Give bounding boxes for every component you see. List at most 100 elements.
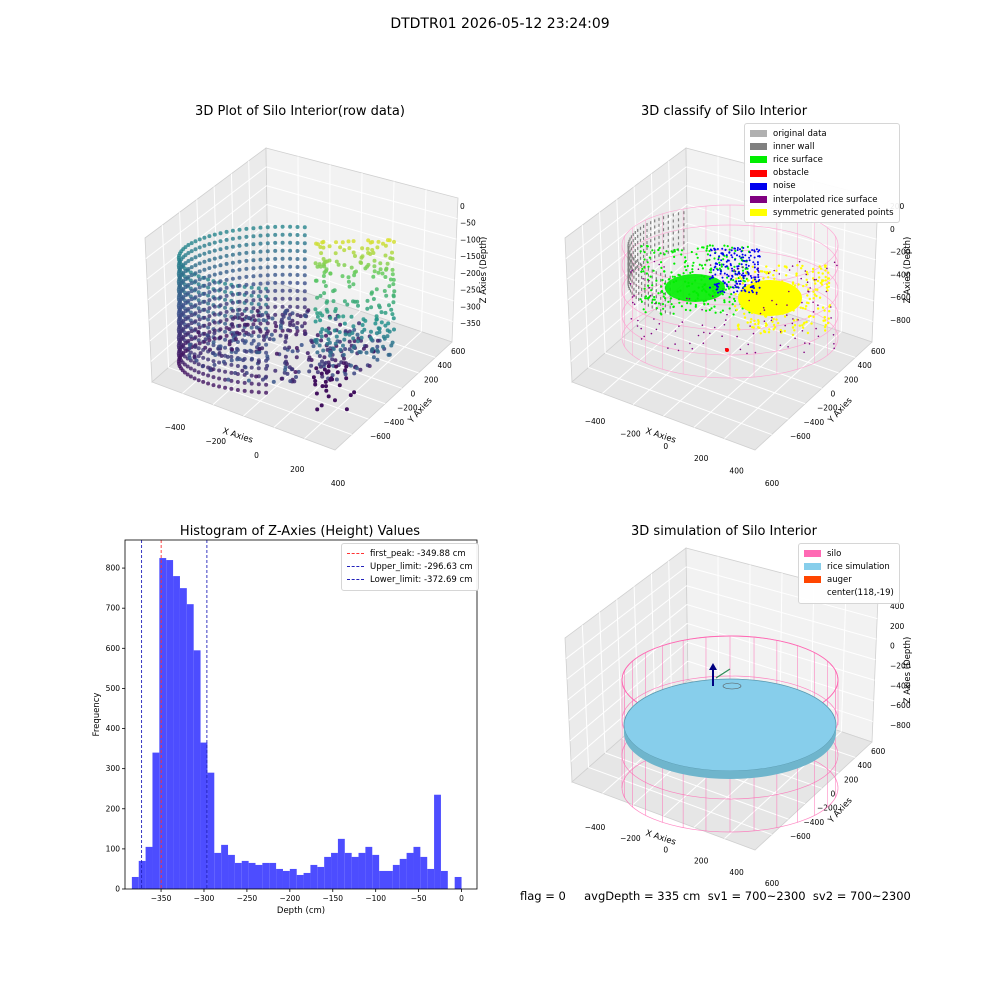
point-inner-wall [654,219,656,223]
point-inner-wall [672,237,674,241]
point-inner-wall [660,296,662,300]
point-symmetric [821,306,825,309]
grid-line [686,585,877,640]
tick-label: −200 [620,429,641,438]
tick-label: 200 [290,465,305,474]
point-symmetric [762,277,765,280]
data-point [347,284,352,289]
tick-label: −400 [165,423,186,432]
tick-label: 0 [831,390,836,399]
point-rice-surface [660,285,663,288]
data-point [223,345,228,350]
data-point [302,305,307,310]
data-point [223,369,228,374]
data-point [188,374,193,379]
point-noise [740,263,743,266]
point-noise [723,272,726,275]
data-point [212,288,217,293]
point-rice-surface [663,253,666,256]
data-point [212,362,217,367]
data-point [290,311,295,316]
histogram-bar [351,856,359,889]
data-point [218,303,223,308]
histogram-bar [221,844,229,889]
data-point [235,340,240,344]
point-rice-surface [691,268,694,271]
tick-label: −200 [460,269,481,278]
data-point [233,371,238,375]
grid-line [686,222,875,281]
point-inner-wall [632,233,634,237]
legend-swatch [804,576,821,584]
point-rice-surface [738,262,741,265]
point-noise [744,283,747,286]
panel2-title: 3D classify of Silo Interior [640,104,808,119]
point-inner-wall [627,262,629,266]
data-point [210,351,215,356]
data-point [251,258,256,263]
data-point [223,313,228,318]
data-point [385,334,390,339]
data-point [318,311,323,316]
point-noise [736,290,739,293]
histogram-bar [454,876,462,889]
data-point [287,316,292,321]
point-inner-wall [655,295,657,299]
panel4-3d-simulation: −400−2000200400600−600−400−2000200400600… [564,547,913,888]
data-point [364,344,369,349]
data-point [286,328,290,333]
data-point [265,265,270,270]
point-noise [725,254,728,257]
data-point [189,313,194,318]
point-symmetric [823,325,827,329]
data-point [384,293,389,298]
data-point [224,253,229,258]
point-noise [740,289,743,292]
point-rice-surface [648,256,651,259]
point-noise [737,286,740,289]
data-point [202,235,207,240]
point-noise [728,251,731,254]
data-point [224,277,229,282]
point-noise [716,285,718,288]
point-symmetric [757,319,760,322]
data-point [207,242,212,247]
histogram-bar [207,772,215,889]
data-point [265,249,270,254]
point-inner-wall [639,238,642,242]
point-interpolated [663,266,665,268]
data-point [207,330,212,335]
point-inner-wall [631,285,633,289]
point-noise [742,272,745,275]
point-inner-wall [630,259,632,263]
point-rice-surface [720,265,723,268]
data-point [256,302,261,307]
point-noise [748,251,751,254]
point-inner-wall [654,225,656,229]
data-point [375,348,380,353]
data-point [352,390,357,395]
tick-label: −150 [460,252,481,261]
histogram-bar [152,752,160,889]
point-symmetric [823,316,826,319]
data-point [351,239,356,244]
point-rice-surface [714,311,717,314]
point-symmetric [775,269,778,272]
grid-line [266,166,458,220]
data-point [235,312,240,317]
point-symmetric [801,307,805,310]
point-interpolated [714,298,716,301]
data-point [245,322,250,327]
point-interpolated [808,291,810,293]
data-point [212,264,217,269]
tick-label: −400 [890,270,911,279]
point-inner-wall [658,241,660,245]
point-symmetric [759,332,762,335]
data-point [361,346,366,351]
panel1-3d-scatter: −400−2000200400−600−400−20002004006000−5… [144,147,489,488]
point-inner-wall [641,287,643,291]
data-point [375,245,380,250]
data-point [273,224,278,229]
data-point [342,263,347,268]
data-point [230,260,235,265]
